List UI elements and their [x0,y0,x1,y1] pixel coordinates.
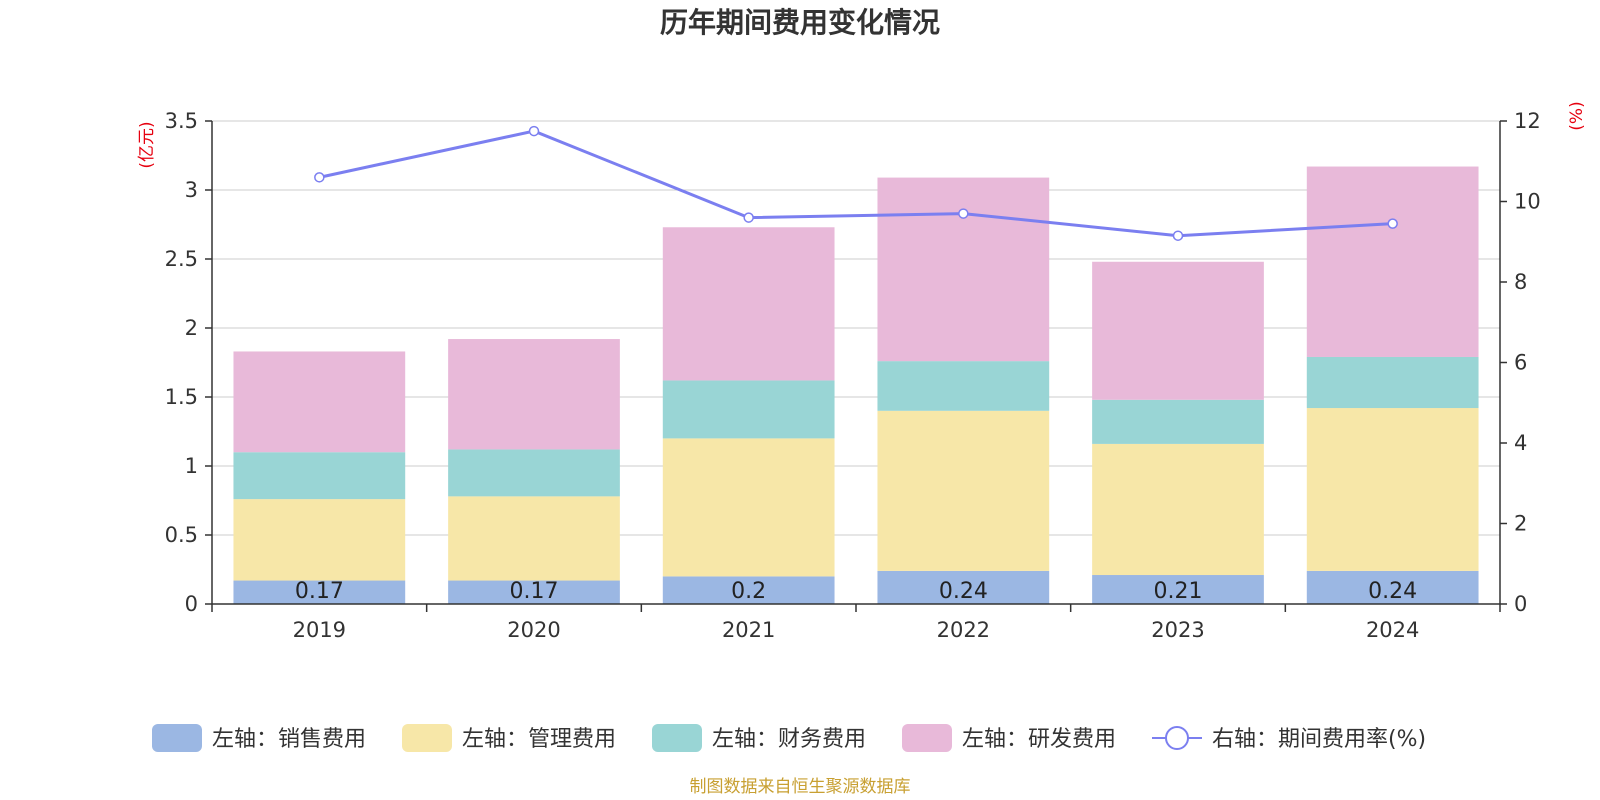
bar-segment [233,351,406,453]
x-axis-tick-label: 2020 [507,618,560,642]
right-axis-tick-label: 8 [1514,270,1527,294]
bar-segment [662,438,835,577]
legend-label: 右轴：期间费用率(%) [1212,727,1426,752]
x-axis-tick-label: 2019 [293,618,346,642]
bar-segment [662,576,835,604]
legend-swatch [652,724,702,752]
bar-segment [1092,575,1264,604]
grid [212,120,1500,536]
left-axis-tick-label: 1.5 [165,385,198,409]
data-label: 0.17 [295,579,344,604]
bar-segment [1092,399,1264,444]
bar-segment [448,496,620,581]
rate-point [1387,218,1398,229]
bar-segment [877,177,1050,362]
x-axis-tick-label: 2024 [1366,618,1419,642]
rate-line-path [319,129,1393,238]
source-note: 制图数据来自恒生聚源数据库 [690,777,911,797]
left-axis-tick-label: 3 [185,178,198,202]
legend-label: 左轴：财务费用 [712,727,866,752]
bar-segment [1306,356,1479,409]
rate-line [314,125,1398,241]
left-axis-unit: (亿元) [137,121,157,168]
legend-label: 左轴：管理费用 [462,727,616,752]
left-axis-tick-label: 2.5 [165,247,198,271]
bar-segment [662,380,835,439]
axes: 0 0.5 1 1.5 2 2.5 3 3.5 0 2 4 6 8 10 12 2019 2020 2021 202… [165,109,1541,642]
bar-segment [233,580,406,604]
bar-segment [877,361,1050,411]
data-label: 0.17 [510,579,559,604]
x-axis-tick-label: 2021 [722,618,775,642]
data-label: 0.24 [1368,579,1417,604]
bar-segment [233,452,406,500]
data-labels: 0.17 0.17 0.2 0.24 0.21 0.24 [295,579,1417,604]
legend-swatch [902,724,952,752]
right-axis-tick-label: 6 [1514,351,1527,375]
bar-segment [877,570,1050,604]
bar-segment [1092,261,1264,400]
rate-point [743,212,754,223]
legend-label: 左轴：研发费用 [962,727,1116,752]
right-axis-tick-label: 2 [1514,512,1527,536]
bar-segment [448,580,620,604]
rate-point [958,208,969,219]
rate-point [528,125,540,137]
bar-segment [448,339,620,450]
left-axis-tick-label: 0 [185,592,198,616]
bar-segment [1306,166,1479,357]
left-axis-tick-label: 0.5 [165,523,198,547]
bar-segment [1306,570,1479,604]
legend-swatch [152,724,202,752]
bar-segment [1092,443,1264,576]
x-axis-tick-label: 2023 [1151,618,1204,642]
rate-point [314,172,325,183]
left-axis-tick-label: 1 [185,454,198,478]
bar-segment [662,227,835,381]
x-axis-tick-label: 2022 [937,618,990,642]
bar-segment [1306,408,1479,571]
bar-segment [877,410,1050,571]
data-label: 0.21 [1154,579,1203,604]
legend: 左轴：销售费用 左轴：管理费用 左轴：财务费用 左轴：研发费用 右轴：期间费用率(%) [152,724,1426,752]
left-axis-tick-label: 3.5 [165,109,198,133]
right-axis-unit: (%) [1567,101,1587,130]
legend-swatch [402,724,452,752]
left-axis-tick-label: 2 [185,316,198,340]
right-axis-tick-label: 12 [1514,109,1541,133]
legend-label: 左轴：销售费用 [212,727,366,752]
right-axis-tick-label: 4 [1514,431,1527,455]
chart-title: 历年期间费用变化情况 [660,6,940,39]
legend-marker [1165,726,1189,750]
bar-segment [448,449,620,497]
bars [233,166,1479,604]
data-label: 0.24 [939,579,988,604]
bar-segment [233,499,406,581]
rate-point [1172,230,1184,241]
right-axis-tick-label: 10 [1514,190,1541,214]
data-label: 0.2 [731,579,766,604]
right-axis-tick-label: 0 [1514,592,1527,616]
